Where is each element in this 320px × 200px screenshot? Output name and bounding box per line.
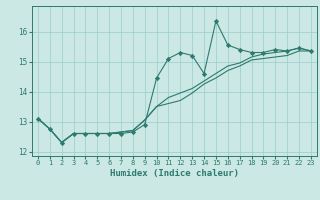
X-axis label: Humidex (Indice chaleur): Humidex (Indice chaleur) [110, 169, 239, 178]
